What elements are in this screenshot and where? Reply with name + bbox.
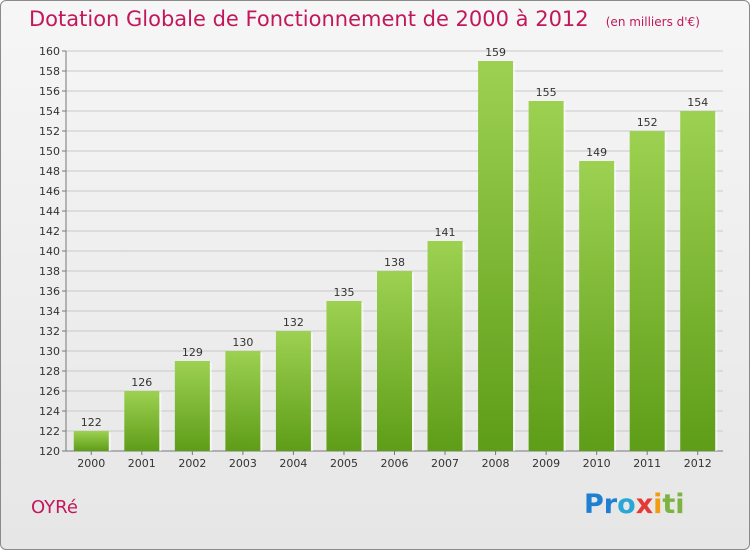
x-tick-label: 2009 <box>532 457 560 470</box>
y-tick-label: 152 <box>39 125 60 138</box>
data-label: 149 <box>586 146 607 159</box>
logo-letter: i <box>653 489 663 520</box>
x-tick-label: 2002 <box>178 457 206 470</box>
y-tick-label: 122 <box>39 425 60 438</box>
logo-letter: i <box>675 489 685 520</box>
x-tick-label: 2004 <box>279 457 307 470</box>
data-label: 159 <box>485 46 506 59</box>
data-label: 132 <box>283 316 304 329</box>
y-tick-label: 140 <box>39 245 60 258</box>
logo-letter: x <box>635 489 654 520</box>
y-tick-label: 158 <box>39 65 60 78</box>
data-label: 129 <box>182 346 203 359</box>
y-tick-label: 124 <box>39 405 60 418</box>
logo-letter: P <box>584 489 604 520</box>
bar-2007 <box>427 241 463 451</box>
data-label: 135 <box>333 286 354 299</box>
y-tick-label: 126 <box>39 385 60 398</box>
y-tick-label: 132 <box>39 325 60 338</box>
y-tick-label: 148 <box>39 165 60 178</box>
y-tick-label: 138 <box>39 265 60 278</box>
unit-label: (en milliers d'€) <box>605 15 700 29</box>
y-tick-label: 146 <box>39 185 60 198</box>
y-tick-label: 130 <box>39 345 60 358</box>
bar-2001 <box>124 391 160 451</box>
data-label: 155 <box>536 86 557 99</box>
chart-title: Dotation Globale de Fonctionnement de 20… <box>29 7 589 31</box>
x-tick-label: 2012 <box>684 457 712 470</box>
data-label: 154 <box>687 96 708 109</box>
bar-2000 <box>73 431 109 451</box>
y-tick-label: 128 <box>39 365 60 378</box>
commune-name: OYRé <box>31 497 78 518</box>
bar-2002 <box>174 361 210 451</box>
y-tick-label: 150 <box>39 145 60 158</box>
y-tick-label: 142 <box>39 225 60 238</box>
bar-2009 <box>528 101 564 451</box>
bar-2003 <box>225 351 261 451</box>
logo-letter: t <box>662 489 676 520</box>
data-label: 130 <box>232 336 253 349</box>
bar-2010 <box>579 161 615 451</box>
bar-2012 <box>680 111 716 451</box>
data-label: 141 <box>435 226 456 239</box>
data-label: 138 <box>384 256 405 269</box>
y-tick-label: 156 <box>39 85 60 98</box>
bar-2008 <box>478 61 514 451</box>
bar-2011 <box>629 131 665 451</box>
data-labels: 122 126 129 130 132 135 138 141 159 155 149 152 154 <box>81 46 708 429</box>
x-tick-label: 2006 <box>381 457 409 470</box>
x-tick-label: 2011 <box>633 457 661 470</box>
bars <box>73 61 718 451</box>
y-tick-label: 120 <box>39 445 60 458</box>
y-tick-label: 154 <box>39 105 60 118</box>
x-tick-label: 2001 <box>128 457 156 470</box>
data-label: 122 <box>81 416 102 429</box>
y-tick-label: 160 <box>39 45 60 58</box>
title-row: Dotation Globale de Fonctionnement de 20… <box>29 7 700 31</box>
y-tick-label: 144 <box>39 205 60 218</box>
x-tick-label: 2007 <box>431 457 459 470</box>
bar-2005 <box>326 301 362 451</box>
proxiti-logo: Proxiti <box>584 489 685 520</box>
bar-2006 <box>377 271 412 451</box>
x-tick-label: 2008 <box>482 457 510 470</box>
logo-letter: o <box>617 489 636 520</box>
x-tick-label: 2003 <box>229 457 257 470</box>
data-label: 152 <box>637 116 658 129</box>
x-tick-label: 2005 <box>330 457 358 470</box>
logo-letter: r <box>603 489 618 520</box>
data-label: 126 <box>131 376 152 389</box>
x-tick-label: 2010 <box>583 457 611 470</box>
y-tick-label: 136 <box>39 285 60 298</box>
bar-2004 <box>275 331 311 451</box>
x-tick-label: 2000 <box>77 457 105 470</box>
y-tick-label: 134 <box>39 305 60 318</box>
